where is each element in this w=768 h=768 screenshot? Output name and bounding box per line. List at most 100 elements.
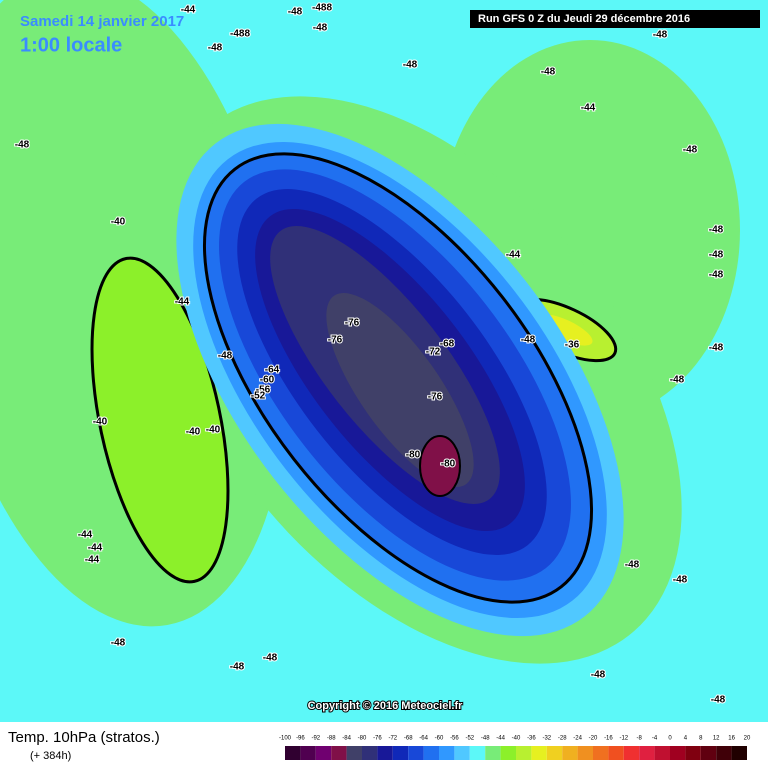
colorbar-swatch [562, 746, 578, 760]
contour-label: -76 [345, 318, 360, 329]
contour-label: -48 [673, 575, 688, 586]
contour-label: -488 [312, 3, 332, 14]
colorbar: -100 -96 -92 -88 -84 -80 -76 -72 -68 -64 -60 -56 -52… [279, 736, 751, 760]
contour-label: -48 [709, 250, 724, 261]
colorbar-swatch [531, 746, 547, 760]
contour-label: -48 [683, 145, 698, 156]
colorbar-label: 12 [713, 736, 720, 742]
contour-label: -48 [230, 662, 245, 673]
colorbar-swatch [546, 746, 563, 760]
colorbar-swatch [300, 746, 316, 760]
colorbar-label: -84 [342, 736, 351, 742]
colorbar-label: -24 [573, 736, 582, 742]
contour-label: -36 [565, 340, 580, 351]
colorbar-swatch [423, 746, 439, 760]
contour-label: -48 [218, 351, 233, 362]
colorbar-label: 0 [668, 736, 672, 742]
contour-label: -48 [625, 560, 640, 571]
colorbar-label: -60 [435, 736, 444, 742]
colorbar-label: -16 [604, 736, 613, 742]
contour-labels: -44 -48 -488 -48 -488 -48 -48 -40 -44 -48 -64-60-5… [14, 2, 727, 707]
contour-label: -64 [265, 365, 280, 376]
colorbar-label: 4 [684, 736, 688, 742]
contour-label: -40 [186, 427, 201, 438]
contour-label: -48 [263, 653, 278, 664]
colorbar-swatch [439, 746, 455, 760]
contour-label: -48 [288, 7, 303, 18]
colorbar-label: -40 [512, 736, 521, 742]
colorbar-swatch [700, 746, 717, 760]
run-info: Run GFS 0 Z du Jeudi 29 décembre 2016 [478, 13, 690, 25]
contour-label: -48 [313, 23, 328, 34]
colorbar-label: -52 [465, 736, 474, 742]
colorbar-swatch [408, 746, 424, 760]
colorbar-label: -56 [450, 736, 459, 742]
colorbar-swatch [731, 746, 747, 760]
colorbar-label: -12 [619, 736, 628, 742]
colorbar-label: -32 [542, 736, 551, 742]
colorbar-swatch [454, 746, 470, 760]
colorbar-label: -80 [358, 736, 367, 742]
contour-label: -44 [85, 555, 100, 566]
colorbar-swatch [670, 746, 686, 760]
colorbar-swatch [331, 746, 347, 760]
colorbar-swatch [392, 746, 409, 760]
colorbar-label: -72 [388, 736, 397, 742]
footer-title: Temp. 10hPa (stratos.) [8, 729, 160, 746]
contour-label: -44 [88, 543, 103, 554]
contour-label: -76 [328, 335, 343, 346]
colorbar-swatch [485, 746, 501, 760]
colorbar-swatch [639, 746, 655, 760]
colorbar-label: -76 [373, 736, 382, 742]
contour-label: -44 [181, 5, 196, 16]
colorbar-label: -88 [327, 736, 336, 742]
contour-label: -48 [653, 30, 668, 41]
colorbar-swatch [362, 746, 378, 760]
contour-label: -40 [93, 417, 108, 428]
contour-label: -76 [428, 392, 443, 403]
contour-label: -48 [709, 343, 724, 354]
colorbar-swatch [346, 746, 362, 760]
colorbar-label: 16 [728, 736, 735, 742]
contour-label: -48 [521, 335, 536, 346]
colorbar-label: -48 [481, 736, 490, 742]
colorbar-swatch [315, 746, 332, 760]
contour-label: -60 [260, 375, 275, 386]
contour-label: -68 [440, 339, 455, 350]
colorbar-label: -36 [527, 736, 536, 742]
footer-lead: (+ 384h) [30, 750, 71, 762]
contour-label: -48 [709, 270, 724, 281]
contour-label: -44 [175, 297, 190, 308]
colorbar-swatch [377, 746, 393, 760]
run-box [470, 10, 760, 28]
colorbar-swatch [654, 746, 670, 760]
colorbar-label: -20 [589, 736, 598, 742]
contour-label: -48 [711, 695, 726, 706]
contour-label: -48 [208, 43, 223, 54]
colorbar-swatch [285, 746, 301, 760]
colorbar-label: -4 [652, 736, 658, 742]
contour-label: -72 [426, 347, 441, 358]
contour-label: -56 [256, 385, 271, 396]
contour-label: -44 [581, 103, 596, 114]
colorbar-label: -68 [404, 736, 413, 742]
colorbar-label: -28 [558, 736, 567, 742]
colorbar-label: -96 [296, 736, 305, 742]
colorbar-swatch [608, 746, 624, 760]
colorbar-label: 20 [744, 736, 751, 742]
contour-label: -48 [403, 60, 418, 71]
footer-panel [0, 722, 768, 768]
colorbar-swatch [516, 746, 532, 760]
valid-date: Samedi 14 janvier 2017 [20, 13, 184, 30]
contour-label: -488 [230, 29, 250, 40]
colorbar-swatch [623, 746, 640, 760]
colorbar-label: -64 [419, 736, 428, 742]
colorbar-swatch [469, 746, 486, 760]
colorbar-label: -92 [311, 736, 320, 742]
contour-label: -40 [206, 425, 221, 436]
contour-label: -48 [541, 67, 556, 78]
colorbar-swatch [716, 746, 732, 760]
